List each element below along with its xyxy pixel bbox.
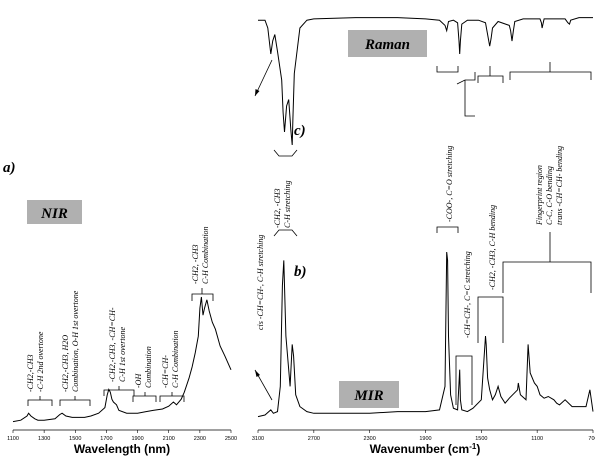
nir-x-tick-label: 1500	[69, 436, 81, 442]
fingerprint-bracket-bottom	[502, 232, 592, 293]
mir-label: MIR	[353, 388, 383, 404]
mir-x-tick-label: 2700	[308, 436, 320, 442]
raman-label: Raman	[364, 37, 410, 53]
mir-annotation-ch-stretching: C-H stretching	[283, 181, 292, 228]
nir-bracket-4	[132, 392, 157, 402]
mir-spectrum-line	[257, 251, 594, 418]
nir-bracket-5	[159, 392, 185, 402]
nir-x-tick-label: 2500	[225, 436, 237, 442]
nir-x-tick-label: 1700	[100, 436, 112, 442]
nir-annotation-4b: Combination	[144, 346, 153, 388]
mir-annotation-trans-bending: trans -CH=CH- bending	[555, 146, 564, 225]
mir-x-axis-title-close: )	[476, 442, 480, 456]
mir-x-tick-label: 2300	[364, 436, 376, 442]
ch-stretch-bracket-top	[273, 149, 298, 157]
co-bracket-bottom	[436, 226, 459, 233]
co-bracket-top	[436, 66, 459, 73]
cc-bracket-top	[456, 72, 476, 85]
nir-x-axis-title: Wavelength (nm)	[74, 442, 170, 456]
cis-arrow-head-up	[255, 89, 260, 96]
nir-label-box	[27, 200, 82, 224]
nir-bracket-6	[191, 288, 214, 301]
nir-annotation-6b: C-H Combination	[201, 226, 210, 284]
ch-bend-bracket-bottom	[477, 296, 504, 343]
cis-arrow-head-down	[255, 370, 260, 377]
nir-x-tick-label: 1900	[131, 436, 143, 442]
nir-annotation-5b: C-H Combination	[171, 330, 180, 388]
ch-bend-bracket-top	[477, 66, 504, 83]
nir-annotation-6a: -CH2, -CH3	[191, 244, 200, 284]
mir-x-tick-label: 1100	[531, 436, 543, 442]
mir-annotation-cc: -CH=CH-, C=C stretching	[463, 251, 472, 338]
panel-b-label: b)	[294, 264, 307, 280]
raman-label-box	[348, 30, 427, 57]
nir-x-tick-label: 2300	[194, 436, 206, 442]
mir-x-tick-label: 3100	[252, 436, 264, 442]
mir-x-tick-label: 700	[588, 436, 595, 442]
nir-x-tick-label: 1100	[7, 436, 19, 442]
mir-x-axis-title-text: Wavenumber (cm	[370, 442, 470, 456]
mir-x-tick-label: 1900	[419, 436, 431, 442]
nir-x-tick-label: 2100	[163, 436, 175, 442]
cis-arrow-line-up	[254, 59, 273, 97]
nir-spectrum-line	[12, 296, 232, 423]
panel-a-label: a)	[3, 160, 16, 176]
ch-stretch-bracket-bottom	[273, 229, 298, 237]
nir-annotation-3a: -CH2,-CH3, -CH=CH-	[108, 307, 117, 382]
nir-annotation-2a: -CH2,-CH3, H2O	[61, 335, 70, 392]
nir-annotation-4a: -OH	[134, 373, 143, 388]
mir-x-tick-label: 1500	[475, 436, 487, 442]
nir-label: NIR	[40, 206, 68, 222]
panel-c-label: c)	[294, 123, 306, 139]
nir-x-ticks: 1100 1300 1500 1700 1900 2100 2300 2500	[7, 430, 237, 442]
fingerprint-bracket-top	[509, 62, 592, 80]
nir-bracket-2	[59, 396, 91, 406]
nir-annotation-2b: Combination, O-H 1st overtone	[71, 290, 80, 392]
cc-bracket-mid	[464, 80, 475, 117]
mir-annotation-ch2-ch3: -CH2, -CH3	[273, 188, 282, 228]
mir-annotation-ch-bending: -CH2, -CH3, C-H bending	[488, 205, 497, 290]
raman-spectrum-line	[258, 17, 593, 146]
nir-bracket-3	[103, 386, 135, 396]
cc-bracket-bottom	[455, 355, 473, 405]
mir-annotation-cis: cis -CH=CH-, C-H stretching	[256, 235, 265, 330]
nir-annotation-3b: C-H 1st overtone	[118, 326, 127, 382]
raman-mir-panel: c) b) Raman MIR 3100 2700 2300 1900 1500 1100…	[252, 17, 595, 456]
mir-annotation-co: -COO-, C=O stretching	[445, 146, 454, 222]
mir-annotation-cc-co-bending: C-C, C-O bending	[545, 166, 554, 225]
mir-label-box	[339, 381, 399, 408]
mir-x-axis-title: Wavenumber (cm-1)	[370, 442, 481, 456]
nir-bracket-1	[27, 396, 53, 406]
mir-x-ticks: 3100 2700 2300 1900 1500 1100 700	[252, 430, 595, 442]
nir-panel: a) NIR 1100 1300 1500 1700 1900 2100 2300 2500 …	[3, 160, 237, 456]
mir-x-axis-title-sup: -1	[469, 442, 477, 451]
nir-annotation-1b: -C-H 2nd overtone	[36, 331, 45, 392]
mir-annotation-fingerprint: Fingerprint region	[535, 165, 544, 226]
nir-annotation-5a: -CH=CH-	[161, 355, 170, 388]
nir-annotation-1a: -CH2,-CH3	[26, 354, 35, 392]
nir-x-tick-label: 1300	[38, 436, 50, 442]
